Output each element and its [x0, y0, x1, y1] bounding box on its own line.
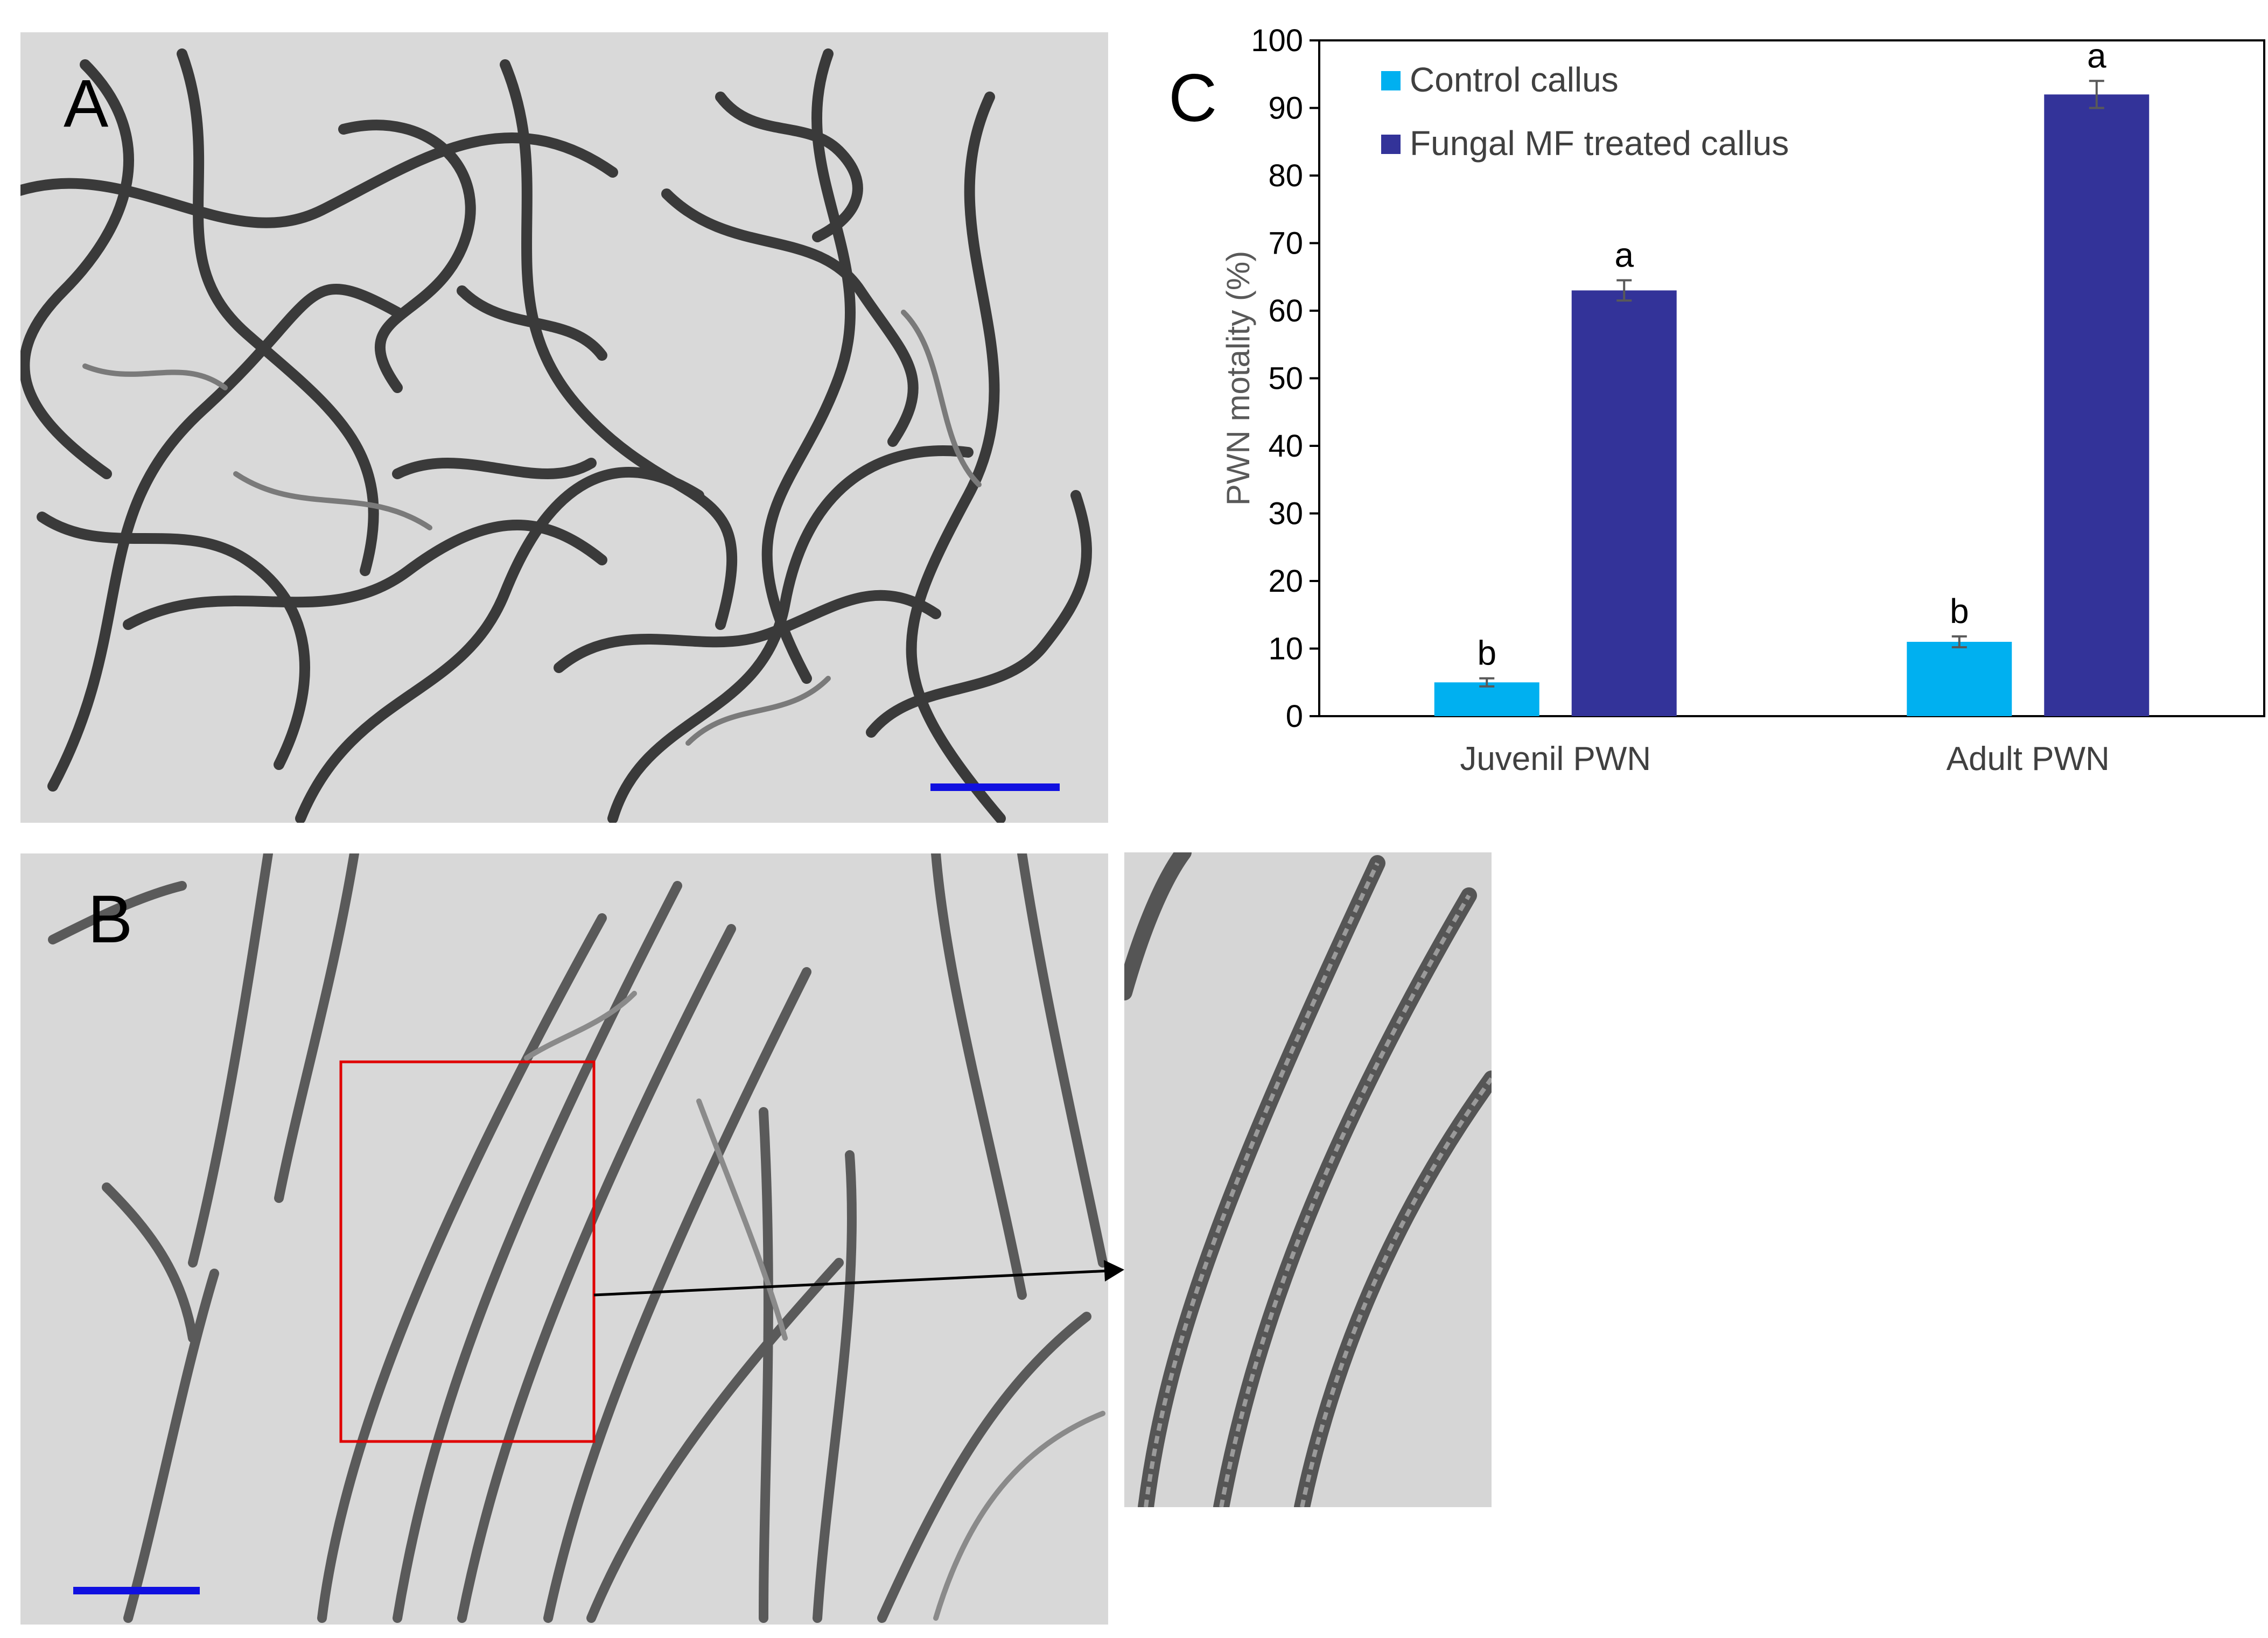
nematodes-a-light — [82, 310, 982, 746]
y-tick-label: 60 — [1268, 293, 1303, 328]
legend-label: Control callus — [1410, 60, 1619, 99]
y-axis-title: PWN motality (%) — [1220, 251, 1256, 506]
panel-label-c: C — [1168, 61, 1217, 136]
nematodes-b — [48, 853, 1108, 1623]
y-tick-label: 40 — [1268, 429, 1303, 464]
micrograph-b: B — [20, 853, 1108, 1625]
y-tick-label: 20 — [1268, 564, 1303, 599]
significance-letter: b — [1477, 634, 1496, 673]
significance-letter: b — [1950, 592, 1969, 631]
legend-swatch — [1381, 135, 1401, 154]
x-tick-label: Juvenil PWN — [1460, 740, 1651, 778]
y-tick-label: 100 — [1251, 23, 1303, 58]
x-axis: Juvenil PWN Adult PWN — [1460, 740, 2110, 778]
bar — [2044, 94, 2150, 716]
legend-swatch — [1381, 71, 1401, 90]
x-tick-label: Adult PWN — [1947, 740, 2110, 778]
panel-label-a: A — [64, 66, 109, 141]
micrograph-zoom-inset — [1124, 852, 1492, 1507]
highlight-box — [339, 1060, 596, 1443]
y-tick-label: 0 — [1286, 699, 1303, 734]
nematodes-zoom-inner — [1144, 862, 1492, 1507]
chart-panel-c: C 0 10 20 30 40 50 60 70 80 90 100 b a b a Juvenil PW… — [1120, 0, 2268, 824]
nematodes-a — [20, 48, 1092, 823]
y-tick-label: 50 — [1268, 361, 1303, 396]
y-tick-label: 80 — [1268, 158, 1303, 193]
legend: Control callus Fungal MF treated callus — [1381, 60, 1789, 163]
panel-label-b: B — [88, 882, 132, 957]
significance-letter: a — [2087, 36, 2106, 75]
bar — [1434, 682, 1539, 716]
y-tick-label: 30 — [1268, 496, 1303, 531]
y-tick-label: 90 — [1268, 91, 1303, 126]
arrow-head — [1104, 1260, 1124, 1282]
y-tick-label: 10 — [1268, 632, 1303, 667]
nematodes-b-light — [524, 991, 1105, 1621]
scale-bar-b — [73, 1587, 200, 1594]
bar — [1571, 290, 1677, 716]
bars: b a b a — [1434, 36, 2150, 716]
scale-bar-a — [930, 783, 1060, 791]
significance-letter: a — [1614, 236, 1634, 275]
y-tick-label: 70 — [1268, 226, 1303, 261]
bar — [1907, 641, 2012, 716]
legend-label: Fungal MF treated callus — [1410, 124, 1789, 163]
micrograph-a: A — [20, 32, 1108, 823]
y-axis: 0 10 20 30 40 50 60 70 80 90 100 — [1251, 23, 1319, 734]
